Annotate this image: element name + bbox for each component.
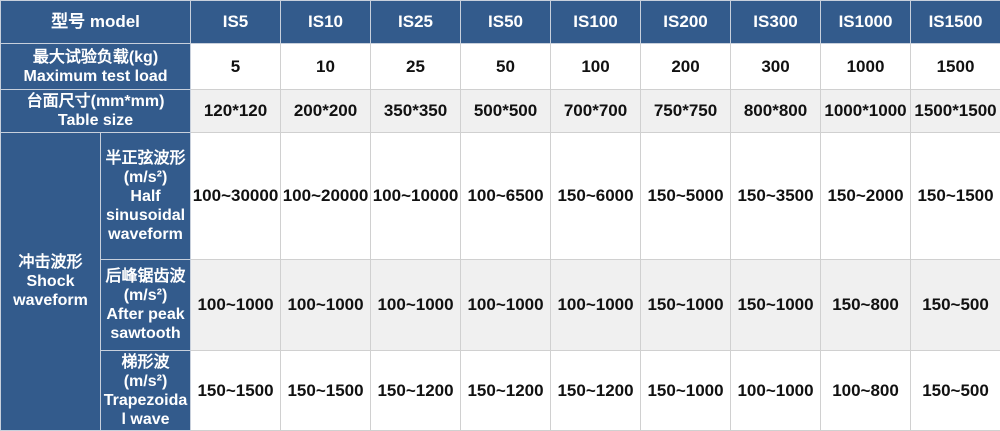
label-en: Half sinusoidal waveform — [106, 188, 185, 243]
model-header: 型号 model — [1, 1, 191, 44]
cell: 100~1000 — [461, 260, 551, 351]
row-label: 台面尺寸(mm*mm) Table size — [1, 90, 191, 133]
model-cell: IS5 — [191, 1, 281, 44]
cell: 100~6500 — [461, 133, 551, 260]
label-cn: 梯形波 — [122, 354, 170, 371]
cell: 150~3500 — [731, 133, 821, 260]
cell: 150~500 — [911, 351, 1000, 431]
cell: 100 — [551, 44, 641, 90]
cell: 150~1500 — [281, 351, 371, 431]
cell: 150~1200 — [371, 351, 461, 431]
row-sawtooth: 后峰锯齿波(m/s²)After peak sawtooth 100~1000 … — [1, 260, 1000, 351]
cell: 150~1000 — [731, 260, 821, 351]
cell: 1000*1000 — [821, 90, 911, 133]
model-cell: IS300 — [731, 1, 821, 44]
row-trapezoid: 梯形波 (m/s²) Trapezoidal wave 150~1500 150~1… — [1, 351, 1000, 431]
cell: 150~1500 — [911, 133, 1000, 260]
cell: 750*750 — [641, 90, 731, 133]
cell: 700*700 — [551, 90, 641, 133]
cell: 50 — [461, 44, 551, 90]
cell: 150~1200 — [551, 351, 641, 431]
cell: 150~5000 — [641, 133, 731, 260]
cell: 350*350 — [371, 90, 461, 133]
model-cell: IS50 — [461, 1, 551, 44]
cell: 150~800 — [821, 260, 911, 351]
label-en: Trapezoidal wave — [104, 392, 188, 428]
label-en: Shock waveform — [13, 273, 88, 309]
unit: (m/s²) — [124, 287, 168, 304]
cell: 150~6000 — [551, 133, 641, 260]
model-cell: IS200 — [641, 1, 731, 44]
cell: 25 — [371, 44, 461, 90]
cell: 800*800 — [731, 90, 821, 133]
unit: (m/s²) — [124, 169, 168, 186]
model-cell: IS25 — [371, 1, 461, 44]
cell: 5 — [191, 44, 281, 90]
cell: 500*500 — [461, 90, 551, 133]
cell: 120*120 — [191, 90, 281, 133]
cell: 200*200 — [281, 90, 371, 133]
row-label: 半正弦波形 (m/s²) Half sinusoidal waveform — [101, 133, 191, 260]
cell: 150~1000 — [641, 351, 731, 431]
cell: 200 — [641, 44, 731, 90]
label-cn: 冲击波形 — [18, 254, 82, 271]
cell: 100~800 — [821, 351, 911, 431]
cell: 100~1000 — [371, 260, 461, 351]
cell: 10 — [281, 44, 371, 90]
model-cell: IS100 — [551, 1, 641, 44]
row-label: 最大试验负载(kg) Maximum test load — [1, 44, 191, 90]
cell: 1500 — [911, 44, 1000, 90]
cell: 100~1000 — [551, 260, 641, 351]
model-cell: IS1500 — [911, 1, 1000, 44]
unit: (m/s²) — [124, 373, 168, 390]
model-cell: IS10 — [281, 1, 371, 44]
row-max-load: 最大试验负载(kg) Maximum test load 5 10 25 50 1… — [1, 44, 1000, 90]
row-label: 后峰锯齿波 (m/s²) After peak sawtooth — [101, 260, 191, 351]
row-label: 梯形波 (m/s²) Trapezoidal wave — [101, 351, 191, 431]
header-row: 型号 model IS5 IS10 IS25 IS50 IS100 IS200 … — [1, 1, 1000, 44]
cell: 150~1500 — [191, 351, 281, 431]
label-cn: 半正弦波形 — [106, 150, 186, 167]
label-en: Table size — [58, 112, 133, 129]
cell: 1500*1500 — [911, 90, 1000, 133]
model-cell: IS1000 — [821, 1, 911, 44]
cell: 1000 — [821, 44, 911, 90]
cell: 100~20000 — [281, 133, 371, 260]
label-cn: 后峰锯齿波 — [106, 268, 186, 285]
cell: 100~30000 — [191, 133, 281, 260]
shock-waveform-label: 冲击波形 Shock waveform — [1, 133, 101, 431]
label-en: Maximum test load — [23, 68, 167, 85]
cell: 100~1000 — [281, 260, 371, 351]
cell: 150~500 — [911, 260, 1000, 351]
row-table-size: 台面尺寸(mm*mm) Table size 120*120 200*200 35… — [1, 90, 1000, 133]
cell: 100~1000 — [731, 351, 821, 431]
cell: 150~1200 — [461, 351, 551, 431]
label-cn: 最大试验负载(kg) — [33, 49, 158, 66]
label-cn: 台面尺寸(mm*mm) — [27, 93, 165, 110]
cell: 100~1000 — [191, 260, 281, 351]
cell: 300 — [731, 44, 821, 90]
cell: 150~1000 — [641, 260, 731, 351]
cell: 150~2000 — [821, 133, 911, 260]
cell: 100~10000 — [371, 133, 461, 260]
label-en: After peak sawtooth — [106, 306, 184, 342]
